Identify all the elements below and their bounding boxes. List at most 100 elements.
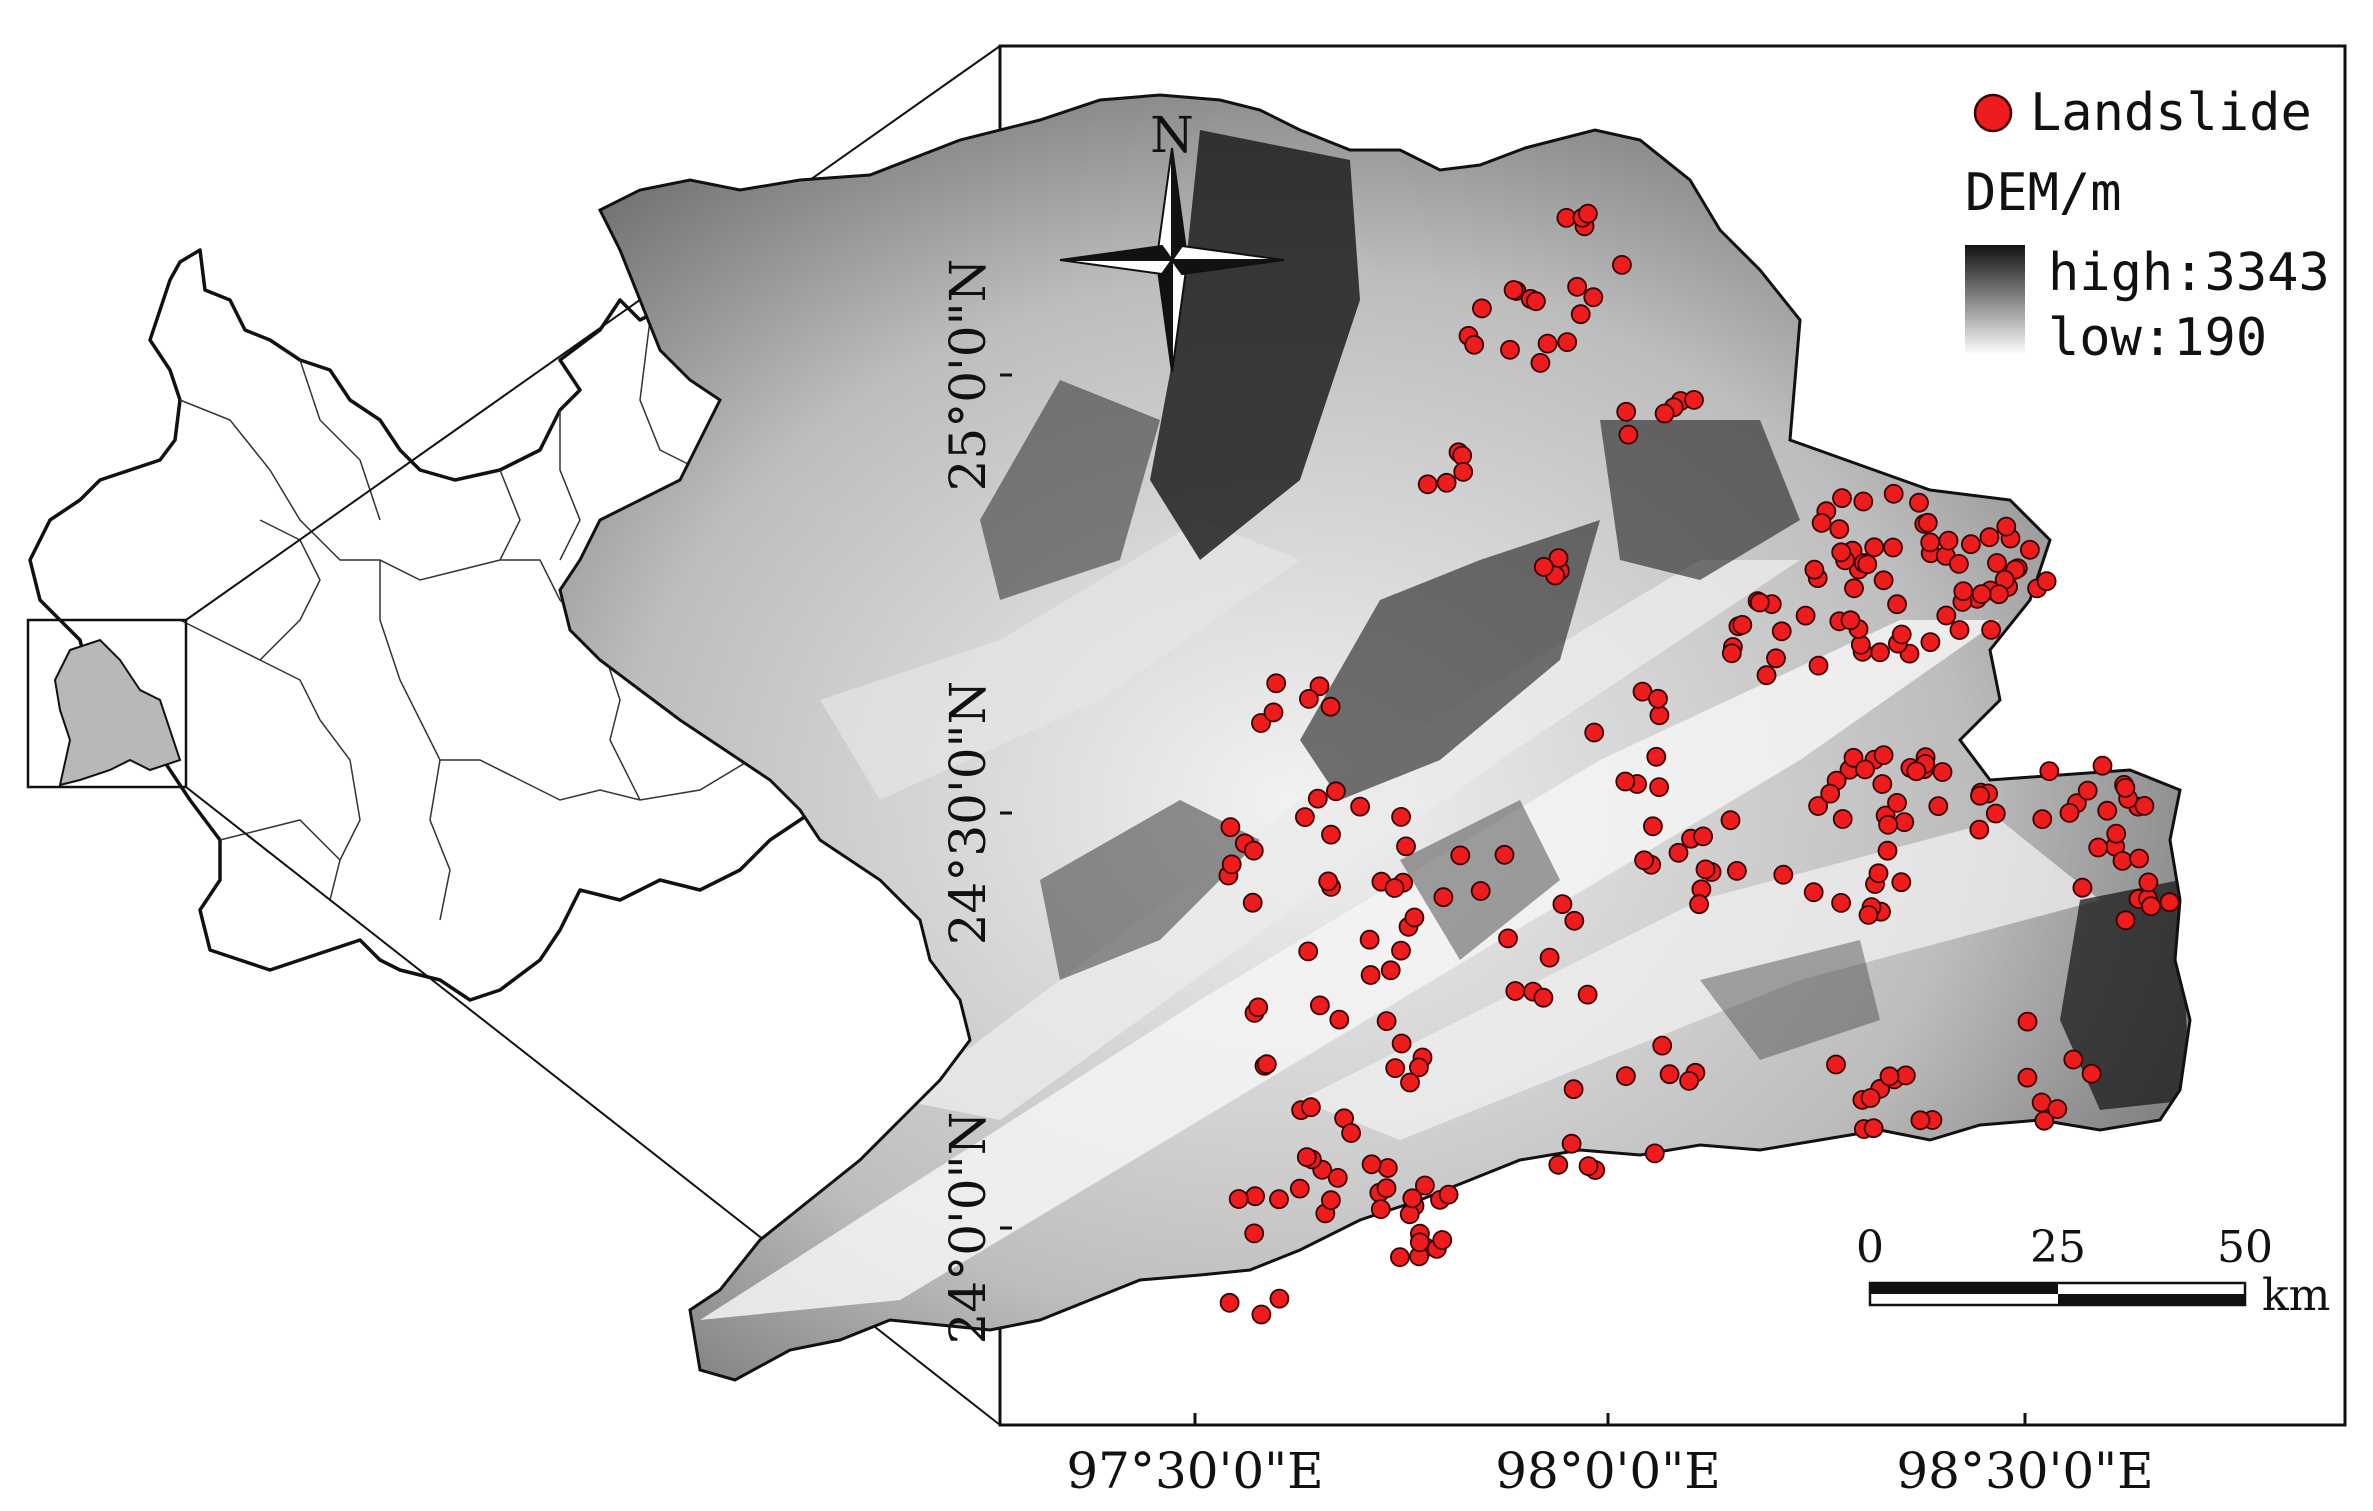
landslide-point [1832,488,1852,509]
landslide-point [1309,676,1330,697]
landslide-point [1668,842,1689,863]
landslide-point [1500,339,1520,360]
landslide-point [1385,1058,1406,1078]
landslide-point [1505,981,1526,1001]
landslide-point [1548,1154,1569,1175]
dem-terrain [558,93,2192,1382]
landslide-point [1693,826,1713,847]
landslide-point [1533,987,1554,1008]
scale-label-0: 0 [1856,1222,1884,1273]
landslide-point [1243,840,1264,861]
landslide-point [1583,287,1604,308]
landslide-point [1251,713,1271,733]
landslide-point [1831,542,1852,563]
landslide-point [1417,474,1438,495]
landslide-point [1803,882,1824,903]
landslide-point [1883,483,1904,504]
landslide-point [1436,472,1457,493]
landslide-point [1263,702,1284,723]
landslide-point [1248,997,1269,1018]
landslide-point [1920,532,1941,553]
landslide-point [1721,643,1742,664]
landslide-point [1552,894,1573,914]
landslide-point [1766,648,1786,669]
lon-label-3: 98°30'0"E [1896,1442,2153,1500]
landslide-point [1981,620,2001,640]
longitude-axis: 97°30'0"E 98°0'0"E 98°30'0"E [1066,1413,2154,1500]
landslide-point [1858,905,1879,925]
landslide-point [1526,291,1546,312]
landslide-point [1402,1188,1423,1209]
landslide-point [1878,814,1898,835]
landslide-point [1409,1057,1429,1078]
lon-label-1: 97°30'0"E [1066,1442,1323,1500]
landslide-point [2112,851,2133,871]
scale-label-50: 50 [2217,1222,2273,1273]
landslide-point [1659,1064,1680,1085]
locator-box [26,618,188,789]
study-area-shape [53,638,182,787]
landslide-point [1615,771,1636,792]
landslide-point [1584,722,1605,743]
landslide-point [1472,298,1492,319]
landslide-point [1539,947,1560,968]
landslide-point [1266,673,1287,694]
lon-label-2: 98°0'0"E [1495,1442,1721,1500]
landslide-point [2039,761,2060,781]
landslide-point [1391,1033,1412,1054]
landslide-point-icon [1973,93,2013,133]
landslide-point [1870,642,1890,663]
legend-dem-low: low:190 [2048,308,2267,368]
landslide-point [2059,803,2080,823]
landslide-point [1868,863,1889,884]
landslide-point [1219,1292,1240,1313]
landslide-point [2092,755,2113,776]
landslide-point [1872,774,1893,794]
landslide-point [1228,1189,1249,1209]
landslide-point [2017,1011,2038,1032]
landslide-point [2097,800,2118,821]
legend-landslide: Landslide [1973,83,2312,143]
landslide-point [1643,816,1663,837]
landslide-point [2072,877,2093,898]
landslide-point [1296,1147,1317,1167]
landslide-point [1327,1168,1348,1188]
landslide-point [2088,837,2109,858]
landslide-point [2159,892,2180,913]
landslide-point [1684,389,1704,410]
landslide-point [2020,539,2040,560]
landslide-point [1498,928,1518,949]
landslide-point [1910,1110,1931,1131]
landslide-point [1298,941,1319,962]
landslide-point [1399,1204,1420,1225]
lat-label-3: 24°0'0"N [939,1112,997,1345]
landslide-point [1295,807,1315,827]
landslide-point [1318,871,1339,892]
landslide-point [1494,844,1515,865]
lat-label-2: 24°30'0"N [939,681,997,946]
landslide-point [1860,1088,1881,1108]
landslide-point [1376,1011,1397,1031]
landslide-point [1891,872,1912,893]
landslide-point [1433,887,1454,908]
landslide-point [1877,840,1898,861]
landslide-point [1256,1054,1277,1075]
landslide-point [1616,1066,1636,1086]
landslide-point [1370,1199,1391,1219]
landslide-point [1855,759,1875,780]
landslide-point [1299,689,1319,709]
landslide-point [1949,554,1969,574]
landslide-point [1391,807,1411,827]
landslide-point [1971,584,1992,604]
landslide-point [1245,1186,1265,1207]
landslide-point [1567,276,1587,297]
landslide-point [1453,461,1474,482]
landslide-point [2036,571,2057,592]
landslide-point [1953,581,1974,602]
landslide-point [1689,894,1709,915]
landslide-point [1894,812,1915,832]
landslide-point [1470,881,1491,901]
landslide-point [1987,553,2007,573]
landslide-point [1887,594,1907,615]
